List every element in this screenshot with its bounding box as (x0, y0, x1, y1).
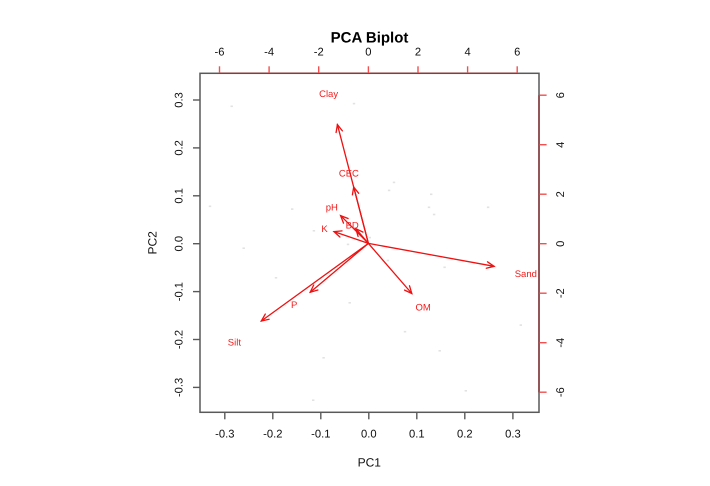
svg-text:PC1: PC1 (358, 456, 382, 470)
svg-text:-0.1: -0.1 (174, 282, 186, 301)
svg-text:0.2: 0.2 (174, 140, 186, 156)
svg-text:-2: -2 (314, 46, 324, 58)
svg-text:2: 2 (415, 46, 421, 58)
svg-text:-2: -2 (555, 288, 567, 298)
svg-text:-4: -4 (555, 338, 567, 348)
svg-text:PCA Biplot: PCA Biplot (331, 29, 409, 46)
svg-text:-0.2: -0.2 (263, 429, 282, 441)
svg-text:K: K (321, 224, 328, 235)
svg-text:PC2: PC2 (145, 231, 159, 255)
svg-text:0: 0 (365, 46, 371, 58)
svg-text:6: 6 (514, 46, 520, 58)
svg-text:0.1: 0.1 (409, 429, 425, 441)
svg-text:0.3: 0.3 (174, 92, 186, 108)
svg-text:6: 6 (555, 92, 567, 98)
svg-text:-0.1: -0.1 (311, 429, 330, 441)
svg-text:4: 4 (464, 46, 470, 58)
svg-text:0.0: 0.0 (174, 236, 186, 252)
svg-text:-6: -6 (215, 46, 225, 58)
svg-text:0.1: 0.1 (174, 188, 186, 204)
svg-text:BD: BD (346, 220, 359, 231)
svg-text:0: 0 (555, 241, 567, 247)
svg-text:0.0: 0.0 (361, 429, 377, 441)
svg-text:OM: OM (416, 303, 431, 314)
svg-text:4: 4 (555, 142, 567, 148)
svg-text:-6: -6 (555, 387, 567, 397)
svg-text:P: P (291, 300, 297, 311)
svg-text:pH: pH (326, 203, 338, 214)
svg-text:Sand: Sand (515, 269, 537, 280)
svg-text:-0.2: -0.2 (174, 330, 186, 349)
svg-text:-4: -4 (264, 46, 274, 58)
svg-text:-0.3: -0.3 (174, 378, 186, 397)
svg-text:0.3: 0.3 (505, 429, 521, 441)
svg-text:-0.3: -0.3 (215, 429, 234, 441)
svg-text:Clay: Clay (319, 89, 338, 100)
svg-text:0.2: 0.2 (457, 429, 473, 441)
svg-text:Silt: Silt (228, 338, 242, 349)
svg-text:2: 2 (555, 191, 567, 197)
svg-text:CEC: CEC (339, 168, 359, 179)
